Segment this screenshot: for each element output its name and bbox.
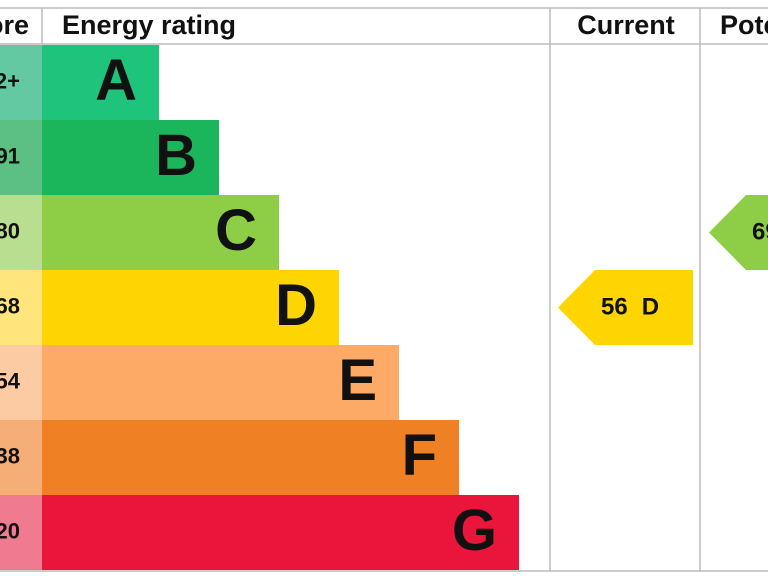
current-arrow xyxy=(558,270,693,345)
score-cell xyxy=(0,45,42,120)
band-letter: E xyxy=(338,348,377,413)
score-range: 1-20 xyxy=(0,518,20,543)
score-cell xyxy=(0,195,42,270)
score-range: 92+ xyxy=(0,68,20,93)
score-range: 39-54 xyxy=(0,368,21,393)
score-cell xyxy=(0,420,42,495)
score-range: 55-68 xyxy=(0,293,20,318)
rating-bar xyxy=(42,270,339,345)
band-letter: B xyxy=(155,123,197,188)
band-letter: D xyxy=(275,273,317,338)
current-header: Current xyxy=(577,10,675,40)
band-letter: C xyxy=(215,198,257,263)
potential-score: 69 xyxy=(752,219,768,246)
rating-header: Energy rating xyxy=(62,10,236,40)
score-range: 69-80 xyxy=(0,218,20,243)
score-range: 81-91 xyxy=(0,143,20,168)
rating-bar xyxy=(42,45,159,120)
rating-bar xyxy=(42,345,399,420)
score-range: 21-38 xyxy=(0,443,20,468)
rating-bar xyxy=(42,420,459,495)
current-score: 56 xyxy=(601,294,628,321)
score-cell xyxy=(0,345,42,420)
score-cell xyxy=(0,270,42,345)
rating-bar xyxy=(42,195,279,270)
rating-bar xyxy=(42,120,219,195)
score-header: Score xyxy=(0,10,29,40)
band-letter: A xyxy=(95,48,137,113)
score-cell xyxy=(0,495,42,570)
current-letter: D xyxy=(642,294,659,321)
table-frame xyxy=(0,7,768,572)
potential-arrow xyxy=(709,195,768,270)
rating-bar xyxy=(42,495,519,570)
current-rating: 56 D xyxy=(601,294,659,321)
potential-header: Potential xyxy=(720,10,768,40)
potential-rating: 69C xyxy=(752,219,768,246)
score-cell xyxy=(0,120,42,195)
band-letter: G xyxy=(452,498,497,563)
band-letter: F xyxy=(402,423,437,488)
